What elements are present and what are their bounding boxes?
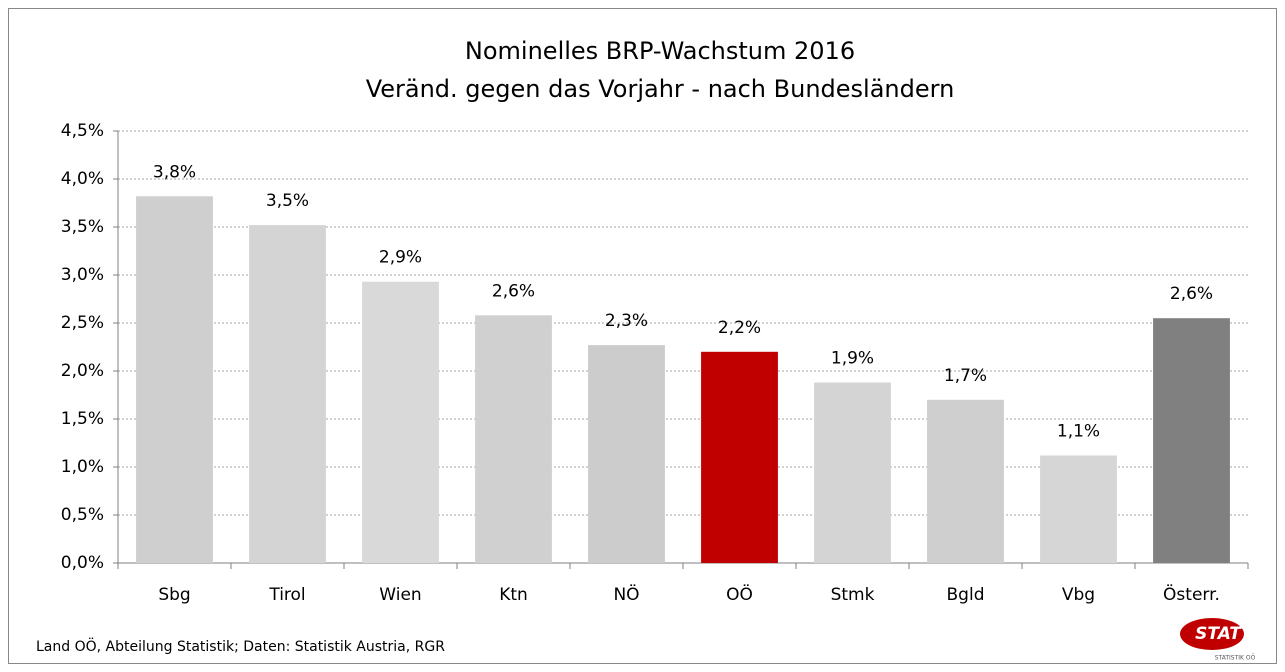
bar [814, 382, 891, 563]
value-label: 2,9% [379, 248, 422, 268]
y-tick-label: 1,5% [61, 409, 104, 429]
x-tick-label: Ktn [499, 585, 528, 605]
source-note: Land OÖ, Abteilung Statistik; Daten: Sta… [36, 637, 445, 655]
y-tick-label: 3,5% [61, 217, 104, 237]
x-tick-label: Wien [379, 585, 421, 605]
logo-shape [1180, 618, 1244, 650]
value-label: 2,6% [1170, 284, 1213, 304]
y-tick-label: 3,0% [61, 265, 104, 285]
x-tick-label: Sbg [158, 585, 190, 605]
y-tick-label: 4,5% [61, 121, 104, 141]
value-label: 2,3% [605, 311, 648, 331]
value-label: 3,5% [266, 191, 309, 211]
bar [1040, 455, 1117, 563]
value-label: 1,9% [831, 349, 874, 369]
value-label: 2,2% [718, 318, 761, 338]
y-tick-label: 0,5% [61, 505, 104, 525]
y-tick-label: 4,0% [61, 169, 104, 189]
bar [136, 196, 213, 563]
bar [1153, 318, 1230, 563]
logo: STAT STATISTIK OÖ [1180, 618, 1256, 662]
y-tick-label: 2,0% [61, 361, 104, 381]
value-label: 1,1% [1057, 421, 1100, 441]
bar [701, 351, 778, 563]
value-label: 1,7% [944, 366, 987, 386]
logo-subtext: STATISTIK OÖ [1215, 655, 1256, 662]
chart-title: Nominelles BRP-Wachstum 2016 [465, 37, 855, 65]
y-tick-label: 2,5% [61, 313, 104, 333]
bar [475, 315, 552, 563]
value-label: 2,6% [492, 281, 535, 301]
bar [249, 225, 326, 563]
x-tick-label: OÖ [726, 583, 753, 605]
x-tick-label: Tirol [268, 585, 305, 605]
logo-text: STAT [1195, 624, 1242, 644]
y-tick-label: 1,0% [61, 457, 104, 477]
x-tick-label: NÖ [613, 583, 639, 605]
bar [588, 345, 665, 563]
bar [362, 281, 439, 563]
y-tick-label: 0,0% [61, 553, 104, 573]
x-tick-label: Bgld [947, 585, 985, 605]
x-tick-label: Österr. [1163, 583, 1220, 605]
chart-subtitle: Veränd. gegen das Vorjahr - nach Bundesl… [366, 75, 955, 103]
x-tick-label: Stmk [831, 585, 875, 605]
bar [927, 399, 1004, 563]
value-label: 3,8% [153, 162, 196, 182]
x-tick-label: Vbg [1062, 585, 1095, 605]
